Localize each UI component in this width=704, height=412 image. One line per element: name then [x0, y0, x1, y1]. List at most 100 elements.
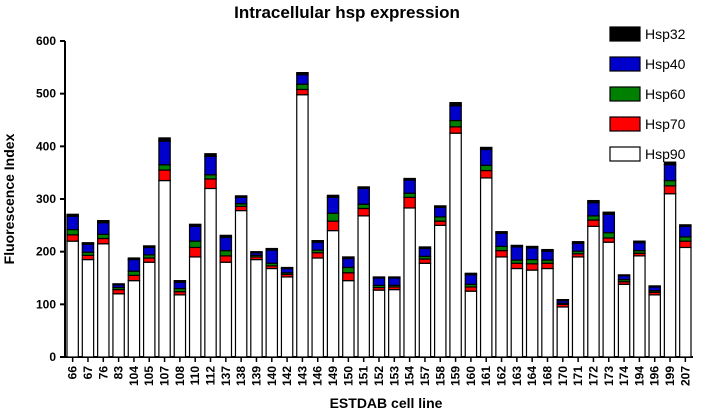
bar-hsp90-76 [97, 243, 110, 358]
bar-stack-199 [663, 161, 677, 358]
bar-hsp90-112 [204, 187, 217, 358]
bar-hsp40-143 [296, 74, 309, 85]
y-tick-label: 600 [36, 34, 56, 48]
bar-stack-196 [648, 285, 661, 358]
bar-hsp40-140 [265, 249, 279, 264]
bar-hsp32-170 [556, 298, 570, 302]
bar-stack-66 [66, 213, 79, 358]
bar-hsp70-160 [464, 286, 478, 292]
bar-stack-172 [587, 199, 600, 358]
bar-hsp90-138 [234, 209, 248, 358]
bar-hsp90-152 [372, 289, 386, 358]
bar-stack-174 [617, 274, 631, 358]
bar-hsp70-107 [158, 169, 171, 182]
legend-item-hsp40: Hsp40 [609, 56, 686, 72]
bar-hsp32-112 [204, 153, 217, 157]
bar-hsp32-153 [388, 276, 401, 279]
x-axis: 66 67 76 83 104 105 107 108 110 112 137 138 139 140 14… [65, 356, 693, 386]
bar-hsp40-104 [127, 258, 141, 272]
bar-hsp32-174 [617, 274, 631, 277]
bar-hsp32-138 [234, 195, 248, 199]
y-tick-label: 0 [49, 350, 56, 364]
bar-hsp32-67 [81, 242, 95, 245]
bar-stack-146 [311, 240, 324, 358]
bar-stack-105 [142, 245, 156, 358]
bar-stack-112 [204, 153, 217, 358]
bar-hsp70-157 [418, 258, 432, 264]
x-tick-label: 83 [112, 366, 126, 380]
bar-hsp32-163 [510, 244, 524, 248]
bar-hsp70-151 [357, 207, 370, 217]
legend: Hsp32 Hsp40 Hsp60 Hsp70 Hsp90 [609, 26, 686, 162]
bar-hsp90-161 [479, 177, 493, 358]
bar-stack-158 [434, 205, 447, 358]
bar-stack-151 [357, 186, 370, 358]
bar-hsp40-163 [510, 246, 524, 261]
bar-hsp40-137 [219, 236, 233, 252]
legend-swatch [609, 86, 641, 102]
bar-hsp60-161 [479, 164, 493, 172]
x-tick-label: 163 [510, 366, 524, 386]
bar-hsp40-207 [679, 225, 692, 238]
legend-label: Hsp90 [645, 146, 686, 162]
bar-hsp40-67 [81, 243, 95, 253]
bar-stack-108 [173, 280, 187, 358]
x-tick-label: 146 [311, 366, 325, 386]
bar-hsp90-174 [617, 283, 631, 358]
x-tick-label: 161 [479, 366, 493, 386]
bar-hsp32-172 [587, 199, 600, 204]
y-axis: 0 100 200 300 400 500 600 [36, 34, 66, 364]
chart-title: Intracellular hsp expression [234, 3, 460, 22]
bar-hsp70-158 [434, 220, 447, 226]
x-tick-label: 157 [418, 366, 432, 386]
bar-stack-149 [326, 194, 340, 358]
bar-stack-173 [602, 211, 616, 358]
bar-hsp60-164 [525, 258, 539, 265]
bar-hsp70-159 [449, 126, 462, 134]
bar-hsp90-110 [188, 256, 202, 358]
x-tick-label: 164 [525, 366, 539, 386]
bar-hsp90-168 [541, 267, 554, 358]
bar-hsp40-142 [280, 267, 294, 274]
bar-hsp32-107 [158, 137, 171, 142]
bar-hsp32-194 [633, 240, 646, 244]
x-tick-label: 207 [678, 366, 692, 386]
bar-hsp60-207 [679, 236, 692, 242]
bar-hsp70-207 [679, 240, 692, 249]
x-tick-label: 112 [204, 366, 218, 386]
bar-stack-67 [81, 242, 95, 358]
bar-hsp32-139 [250, 251, 263, 254]
x-tick-label: 168 [540, 366, 554, 386]
legend-item-hsp60: Hsp60 [609, 86, 686, 102]
bar-hsp40-172 [587, 202, 600, 217]
bar-stack-170 [556, 298, 570, 358]
bar-hsp60-66 [66, 228, 79, 236]
bar-hsp90-142 [280, 276, 294, 358]
bar-hsp32-150 [342, 256, 355, 260]
bar-stack-138 [234, 195, 248, 358]
legend-item-hsp70: Hsp70 [609, 116, 686, 132]
bar-hsp40-108 [173, 281, 187, 290]
bar-stack-171 [571, 241, 585, 358]
bar-hsp32-161 [479, 146, 493, 151]
bar-hsp90-66 [66, 240, 79, 358]
bar-stack-142 [280, 266, 294, 358]
x-tick-label: 162 [495, 366, 509, 386]
x-tick-label: 140 [265, 366, 279, 386]
bar-hsp60-172 [587, 215, 600, 221]
bar-hsp40-105 [142, 246, 156, 256]
x-tick-label: 171 [571, 366, 585, 386]
bar-stack-140 [265, 247, 279, 358]
bar-hsp90-199 [663, 193, 677, 358]
bar-hsp90-83 [112, 293, 125, 358]
bar-hsp60-110 [188, 240, 202, 249]
bar-hsp60-143 [296, 83, 309, 91]
bar-hsp40-112 [204, 155, 217, 176]
bar-hsp60-76 [97, 233, 110, 240]
bar-hsp90-171 [571, 256, 585, 358]
bar-hsp32-199 [663, 161, 677, 166]
x-tick-label: 67 [81, 366, 95, 380]
bar-hsp40-194 [633, 242, 646, 252]
bar-hsp70-138 [234, 205, 248, 212]
bar-hsp60-154 [403, 192, 416, 199]
